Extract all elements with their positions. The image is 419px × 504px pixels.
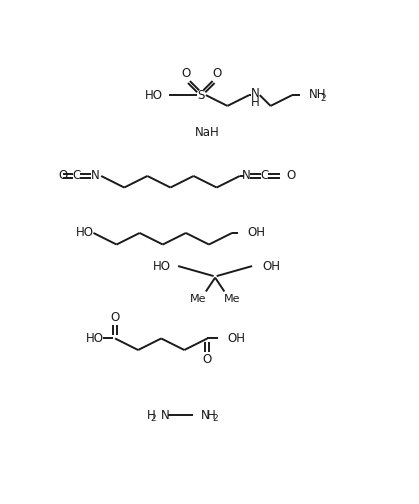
Text: S: S bbox=[198, 89, 205, 102]
Text: OH: OH bbox=[263, 260, 281, 273]
Text: OH: OH bbox=[228, 332, 246, 345]
Text: HO: HO bbox=[75, 226, 93, 239]
Text: O: O bbox=[212, 67, 221, 80]
Text: H: H bbox=[207, 409, 215, 422]
Text: HO: HO bbox=[145, 89, 163, 102]
Text: NH: NH bbox=[309, 88, 326, 101]
Text: 2: 2 bbox=[321, 94, 326, 103]
Text: N: N bbox=[241, 169, 250, 182]
Text: O: O bbox=[181, 67, 191, 80]
Text: C: C bbox=[260, 169, 269, 182]
Text: C: C bbox=[72, 169, 80, 182]
Text: OH: OH bbox=[248, 226, 266, 239]
Text: O: O bbox=[287, 169, 296, 182]
Text: 2: 2 bbox=[150, 414, 156, 423]
Text: N: N bbox=[201, 409, 209, 422]
Text: H: H bbox=[251, 96, 259, 108]
Text: N: N bbox=[91, 169, 99, 182]
Text: N: N bbox=[251, 87, 259, 100]
Text: 2: 2 bbox=[212, 414, 217, 423]
Text: HO: HO bbox=[85, 332, 103, 345]
Text: H: H bbox=[147, 409, 156, 422]
Text: Me: Me bbox=[224, 294, 241, 304]
Text: NaH: NaH bbox=[195, 127, 220, 140]
Text: Me: Me bbox=[189, 294, 206, 304]
Text: O: O bbox=[58, 169, 67, 182]
Text: N: N bbox=[161, 409, 170, 422]
Text: O: O bbox=[203, 353, 212, 366]
Text: HO: HO bbox=[153, 260, 171, 273]
Text: O: O bbox=[110, 311, 120, 324]
